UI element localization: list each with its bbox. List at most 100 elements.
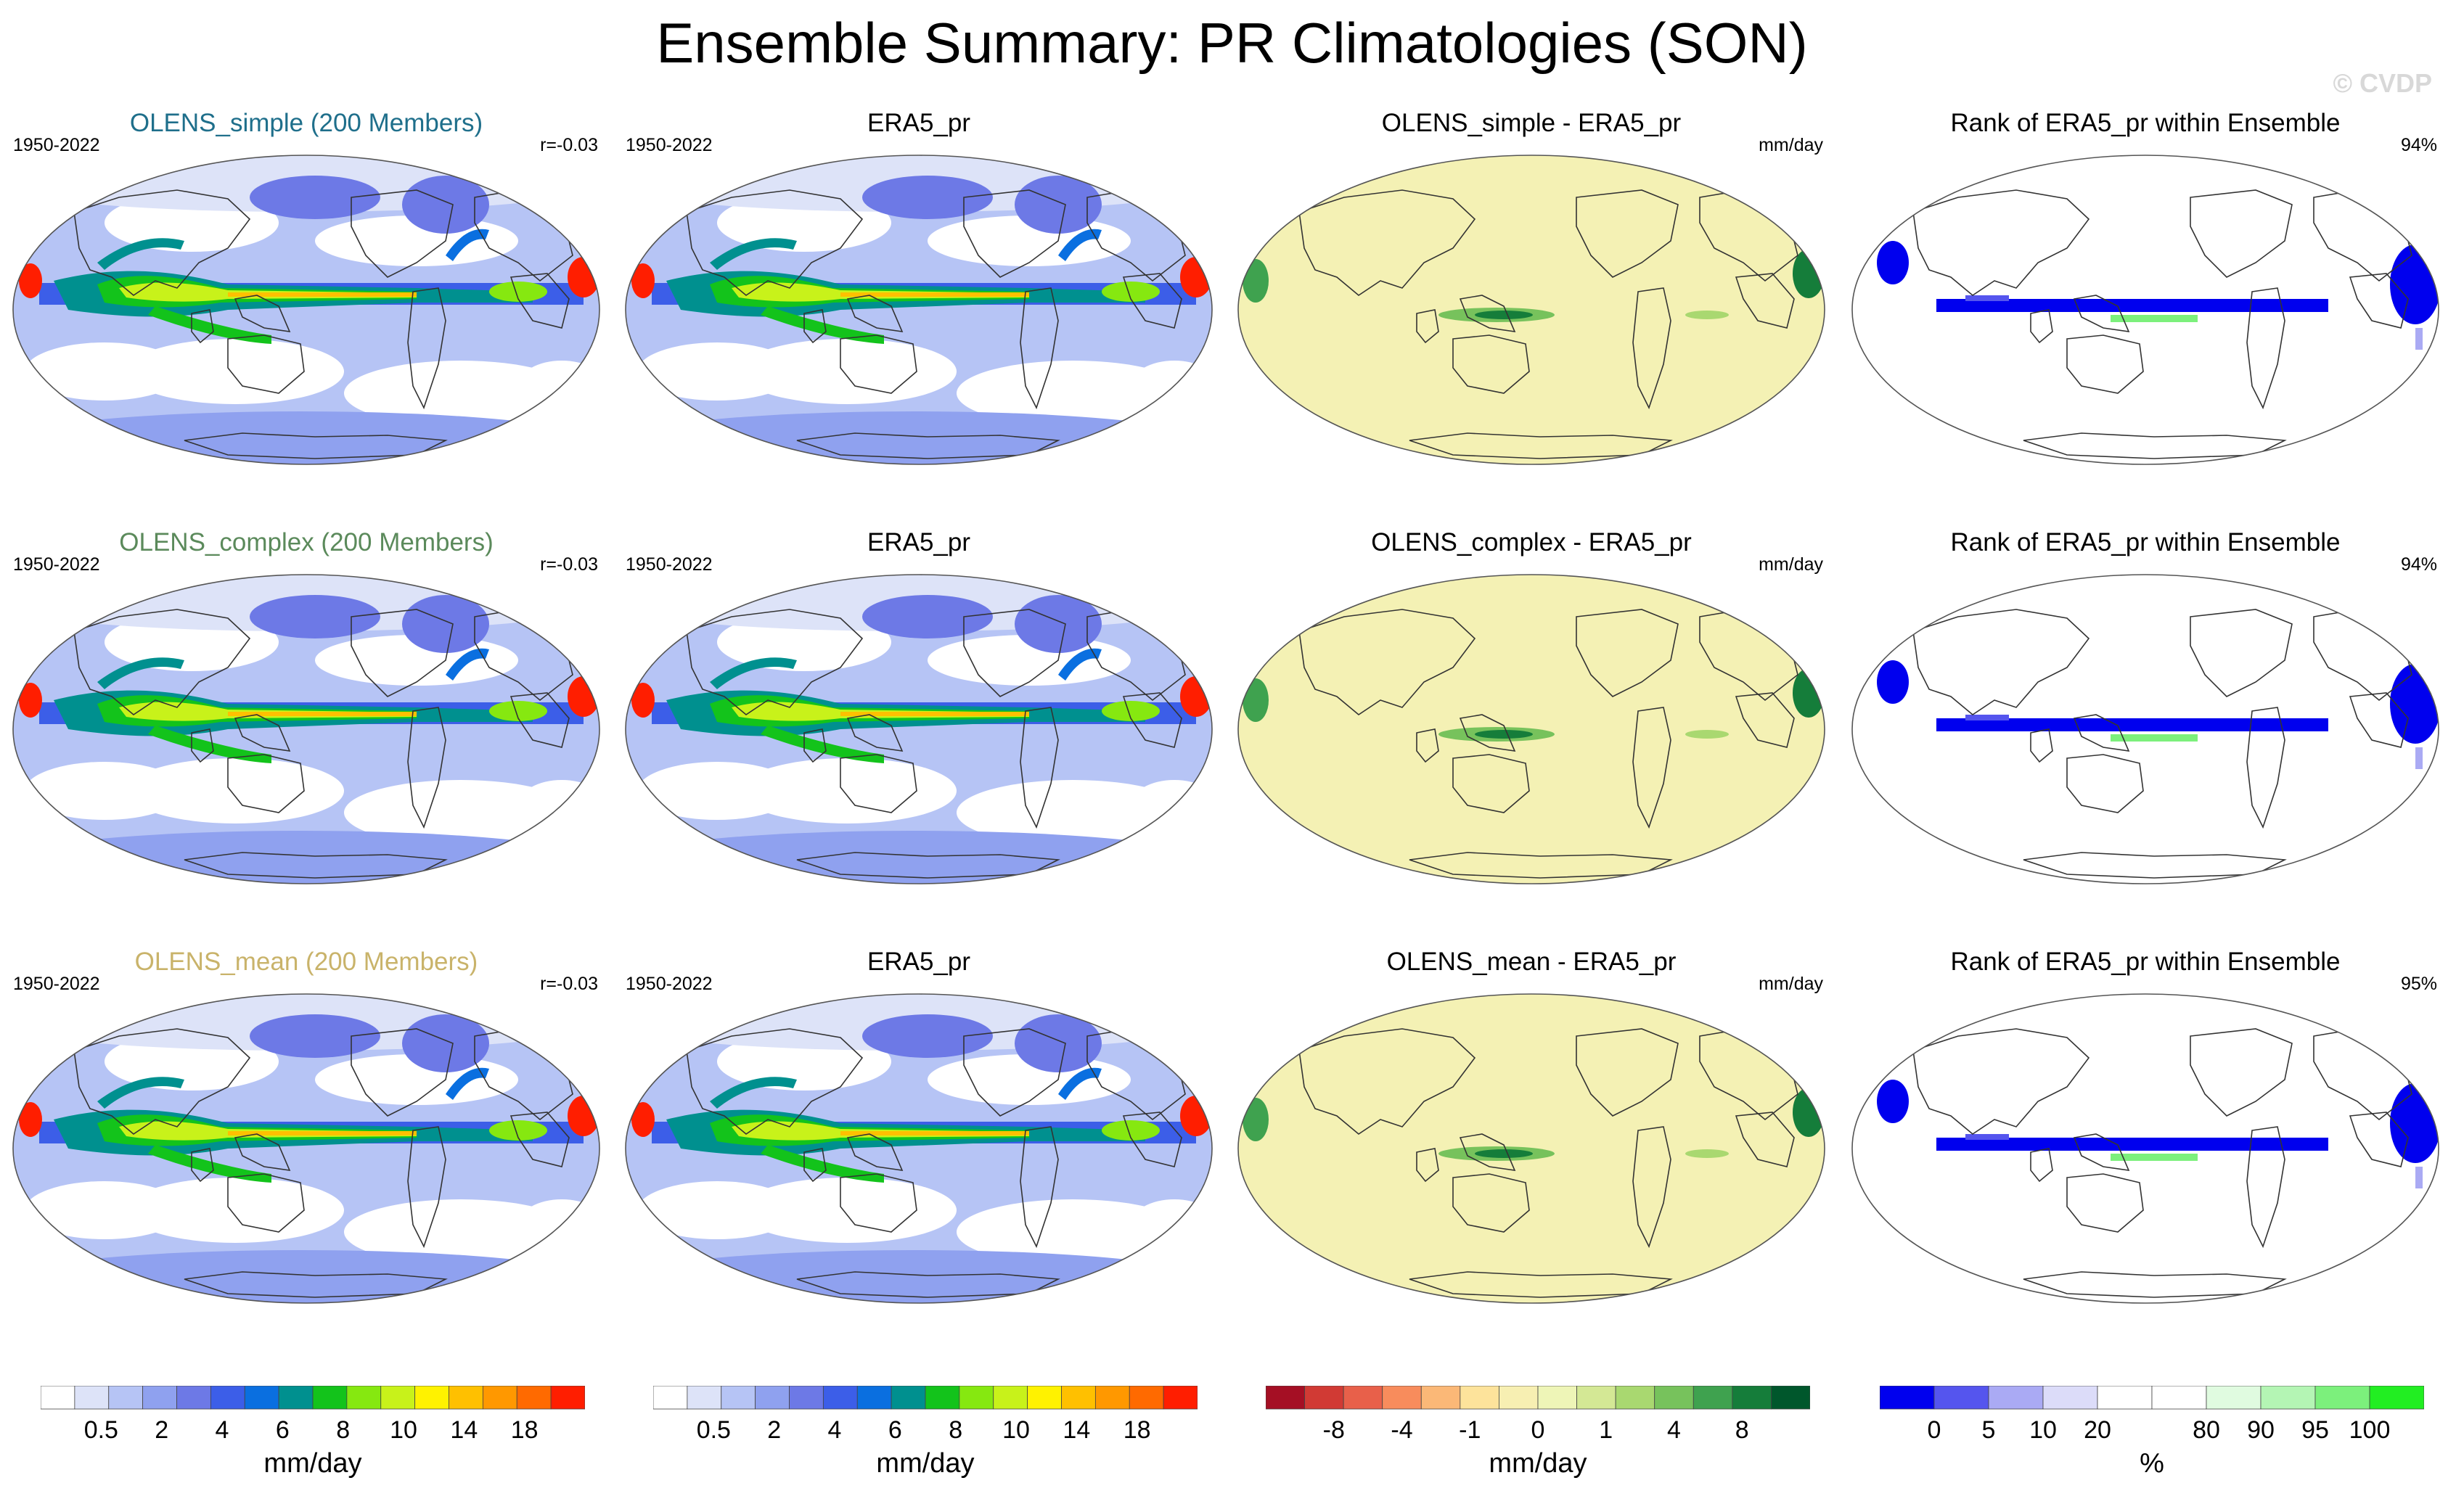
colorbar-box	[959, 1386, 994, 1410]
colorbar-tick-label: 100	[2349, 1416, 2391, 1444]
colorbar-box	[1654, 1386, 1694, 1410]
panel-title-diff: OLENS_complex - ERA5_pr	[1371, 528, 1692, 556]
period-label: 1950-2022	[13, 974, 100, 994]
map-border	[1237, 574, 1825, 884]
coastlines	[73, 189, 573, 459]
panel-stat-label: mm/day	[1759, 135, 1823, 155]
colorbar-box	[789, 1386, 824, 1410]
period-label: 1950-2022	[626, 554, 713, 575]
map-border	[12, 155, 600, 465]
colorbar-tick-label: 10	[390, 1416, 417, 1444]
map-panel-rank	[1851, 155, 2439, 465]
map-panel-model	[12, 155, 600, 465]
colorbar-box	[1304, 1386, 1344, 1410]
colorbar-box	[2097, 1386, 2153, 1410]
panel-title-obs: ERA5_pr	[867, 948, 971, 976]
colorbar-box	[1988, 1386, 2044, 1410]
colorbar-box	[1094, 1386, 1130, 1410]
colorbar-box	[891, 1386, 926, 1410]
colorbar-box	[176, 1386, 211, 1410]
colorbar-box	[312, 1386, 348, 1410]
coastlines	[686, 189, 1186, 459]
colorbar-box	[993, 1386, 1028, 1410]
map-fill	[1238, 994, 1825, 1303]
panel-title-obs: ERA5_pr	[867, 109, 971, 137]
colorbar-box	[244, 1386, 279, 1410]
colorbar-tick-label: 4	[216, 1416, 229, 1444]
colorbar-tick-label: 8	[1735, 1416, 1749, 1444]
map-panel-diff	[1237, 993, 1825, 1304]
map-fill	[1238, 155, 1825, 464]
map-border	[1851, 993, 2439, 1304]
colorbar-1: 0.5 2 4 6 8 10 14 18	[653, 1386, 1198, 1444]
coastlines	[1912, 189, 2412, 459]
colorbar-box	[1576, 1386, 1616, 1410]
panel-title-obs: ERA5_pr	[867, 528, 971, 556]
colorbar-box	[1537, 1386, 1577, 1410]
colorbar-tick-label: 18	[511, 1416, 539, 1444]
cvdp-watermark: © CVDP	[2333, 68, 2432, 98]
colorbar-box	[380, 1386, 416, 1410]
colorbar-tick-label: 4	[828, 1416, 842, 1444]
map-border	[1851, 574, 2439, 884]
panel-title-model: OLENS_simple (200 Members)	[129, 109, 483, 137]
map-border	[12, 993, 600, 1304]
colorbar-tick-label: 6	[888, 1416, 902, 1444]
map-border	[1237, 993, 1825, 1304]
panel-title-diff: OLENS_mean - ERA5_pr	[1386, 948, 1677, 976]
colorbar-box	[653, 1386, 688, 1410]
panel-stat-label: r=-0.03	[540, 554, 598, 575]
colorbar-box	[2314, 1386, 2370, 1410]
colorbar-box	[755, 1386, 790, 1410]
panel-title-diff: OLENS_simple - ERA5_pr	[1381, 109, 1682, 137]
colorbar-box	[278, 1386, 314, 1410]
colorbar-box	[2042, 1386, 2098, 1410]
colorbar-units: mm/day	[263, 1448, 362, 1479]
figure-title: Ensemble Summary: PR Climatologies (SON)	[656, 11, 1808, 75]
colorbar-tick-label: 6	[276, 1416, 290, 1444]
panel-stat-label: mm/day	[1759, 554, 1823, 575]
coastlines	[1298, 1028, 1798, 1298]
colorbar-box	[449, 1386, 483, 1410]
map-border	[1237, 155, 1825, 465]
map-border	[625, 155, 1213, 465]
colorbar-tick-label: -1	[1459, 1416, 1481, 1444]
map-panel-model	[12, 574, 600, 884]
colorbar-tick-label: 0	[1531, 1416, 1545, 1444]
colorbar-tick-label: 10	[2029, 1416, 2057, 1444]
colorbar-2: -8 -4 -1 0 1 4 8	[1266, 1386, 1810, 1444]
colorbar-box	[822, 1386, 858, 1410]
colorbar-tick-label: 14	[450, 1416, 478, 1444]
colorbar-box	[482, 1386, 517, 1410]
panel-stat-label: 95%	[2400, 974, 2437, 994]
colorbar-tick-label: 2	[155, 1416, 168, 1444]
period-label: 1950-2022	[13, 135, 100, 155]
colorbar-box	[142, 1386, 177, 1410]
colorbar-box	[1382, 1386, 1422, 1410]
colorbar-box	[1693, 1386, 1733, 1410]
colorbar-tick-label: 8	[336, 1416, 350, 1444]
map-panel-rank	[1851, 993, 2439, 1304]
colorbar-box	[74, 1386, 110, 1410]
map-panel-obs	[625, 155, 1213, 465]
colorbar-box	[1615, 1386, 1655, 1410]
period-label: 1950-2022	[13, 554, 100, 575]
colorbar-box	[687, 1386, 722, 1410]
colorbar-box	[41, 1386, 75, 1410]
colorbar-box	[550, 1386, 585, 1410]
colorbar-box	[1880, 1386, 1935, 1410]
panel-stat-label: r=-0.03	[540, 135, 598, 155]
panel-title-rank: Rank of ERA5_pr within Ensemble	[1950, 528, 2341, 556]
panel-title-model: OLENS_complex (200 Members)	[119, 528, 494, 556]
colorbar-box	[1027, 1386, 1062, 1410]
colorbar-tick-label: 10	[1002, 1416, 1030, 1444]
map-fill	[1852, 155, 2439, 464]
colorbar-box	[1061, 1386, 1096, 1410]
colorbar-box	[516, 1386, 552, 1410]
colorbar-tick-label: 0.5	[697, 1416, 731, 1444]
colorbar-tick-label: 1	[1599, 1416, 1613, 1444]
panel-title-rank: Rank of ERA5_pr within Ensemble	[1950, 109, 2341, 137]
colorbar-box	[346, 1386, 382, 1410]
panel-title-rank: Rank of ERA5_pr within Ensemble	[1950, 948, 2341, 976]
map-panel-obs	[625, 993, 1213, 1304]
